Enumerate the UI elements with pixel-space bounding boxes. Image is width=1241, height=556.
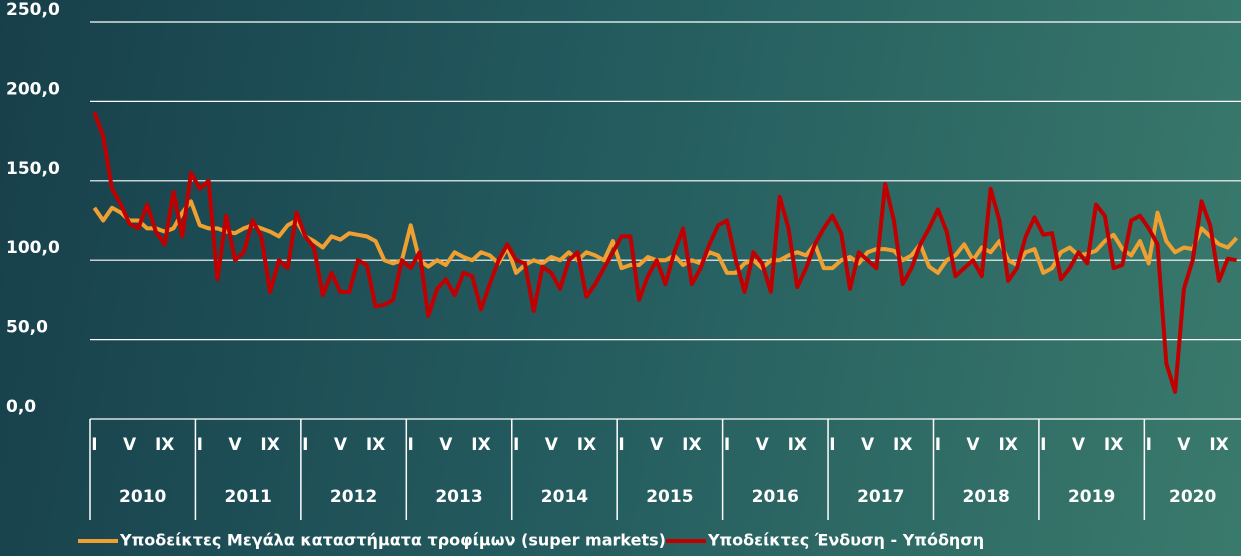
legend-label: Υποδείκτες Μεγάλα καταστήματα τροφίμων (… bbox=[119, 531, 666, 550]
x-tick-label: I bbox=[302, 435, 308, 455]
y-tick-label: 0,0 bbox=[6, 397, 36, 417]
x-tick-label: V bbox=[1072, 435, 1086, 455]
year-label: 2015 bbox=[646, 487, 693, 507]
x-tick-label: I bbox=[618, 435, 624, 455]
x-tick-label: I bbox=[724, 435, 730, 455]
x-tick-label: I bbox=[408, 435, 414, 455]
x-tick-label: IX bbox=[155, 435, 174, 455]
x-tick-label: I bbox=[513, 435, 519, 455]
x-tick-label: V bbox=[1177, 435, 1191, 455]
y-tick-label: 250,0 bbox=[6, 0, 60, 20]
x-tick-label: V bbox=[123, 435, 137, 455]
x-tick-label: IX bbox=[366, 435, 385, 455]
x-tick-label: IX bbox=[998, 435, 1017, 455]
x-tick-label: V bbox=[228, 435, 242, 455]
x-tick-label: I bbox=[197, 435, 203, 455]
x-tick-label: I bbox=[935, 435, 941, 455]
year-label: 2019 bbox=[1068, 487, 1115, 507]
year-label: 2018 bbox=[963, 487, 1010, 507]
x-tick-label: V bbox=[334, 435, 348, 455]
x-tick-label: V bbox=[545, 435, 559, 455]
year-label: 2013 bbox=[435, 487, 482, 507]
x-tick-label: IX bbox=[682, 435, 701, 455]
y-tick-label: 200,0 bbox=[6, 79, 60, 99]
x-tick-label: IX bbox=[788, 435, 807, 455]
x-tick-label: IX bbox=[471, 435, 490, 455]
x-tick-label: V bbox=[861, 435, 875, 455]
series-line bbox=[92, 199, 1239, 275]
x-tick-label: IX bbox=[1104, 435, 1123, 455]
year-label: 2020 bbox=[1169, 487, 1216, 507]
x-tick-label: I bbox=[1146, 435, 1152, 455]
y-tick-label: 150,0 bbox=[6, 159, 60, 179]
x-tick-label: IX bbox=[577, 435, 596, 455]
x-tick-label: V bbox=[756, 435, 770, 455]
x-tick-label: I bbox=[91, 435, 97, 455]
year-label: 2014 bbox=[541, 487, 588, 507]
x-tick-label: IX bbox=[260, 435, 279, 455]
year-label: 2012 bbox=[330, 487, 377, 507]
y-tick-label: 100,0 bbox=[6, 238, 60, 258]
x-tick-label: IX bbox=[1209, 435, 1228, 455]
x-tick-label: I bbox=[1040, 435, 1046, 455]
legend-label: Υποδείκτες Ένδυση - Υπόδηση bbox=[707, 531, 984, 550]
year-label: 2016 bbox=[752, 487, 799, 507]
y-tick-label: 50,0 bbox=[6, 318, 48, 338]
x-tick-label: I bbox=[829, 435, 835, 455]
x-tick-label: IX bbox=[893, 435, 912, 455]
year-label: 2017 bbox=[857, 487, 904, 507]
year-label: 2010 bbox=[119, 487, 166, 507]
x-tick-label: V bbox=[439, 435, 453, 455]
series-line bbox=[92, 111, 1237, 394]
year-label: 2011 bbox=[224, 487, 271, 507]
x-tick-label: V bbox=[966, 435, 980, 455]
x-tick-label: V bbox=[650, 435, 664, 455]
